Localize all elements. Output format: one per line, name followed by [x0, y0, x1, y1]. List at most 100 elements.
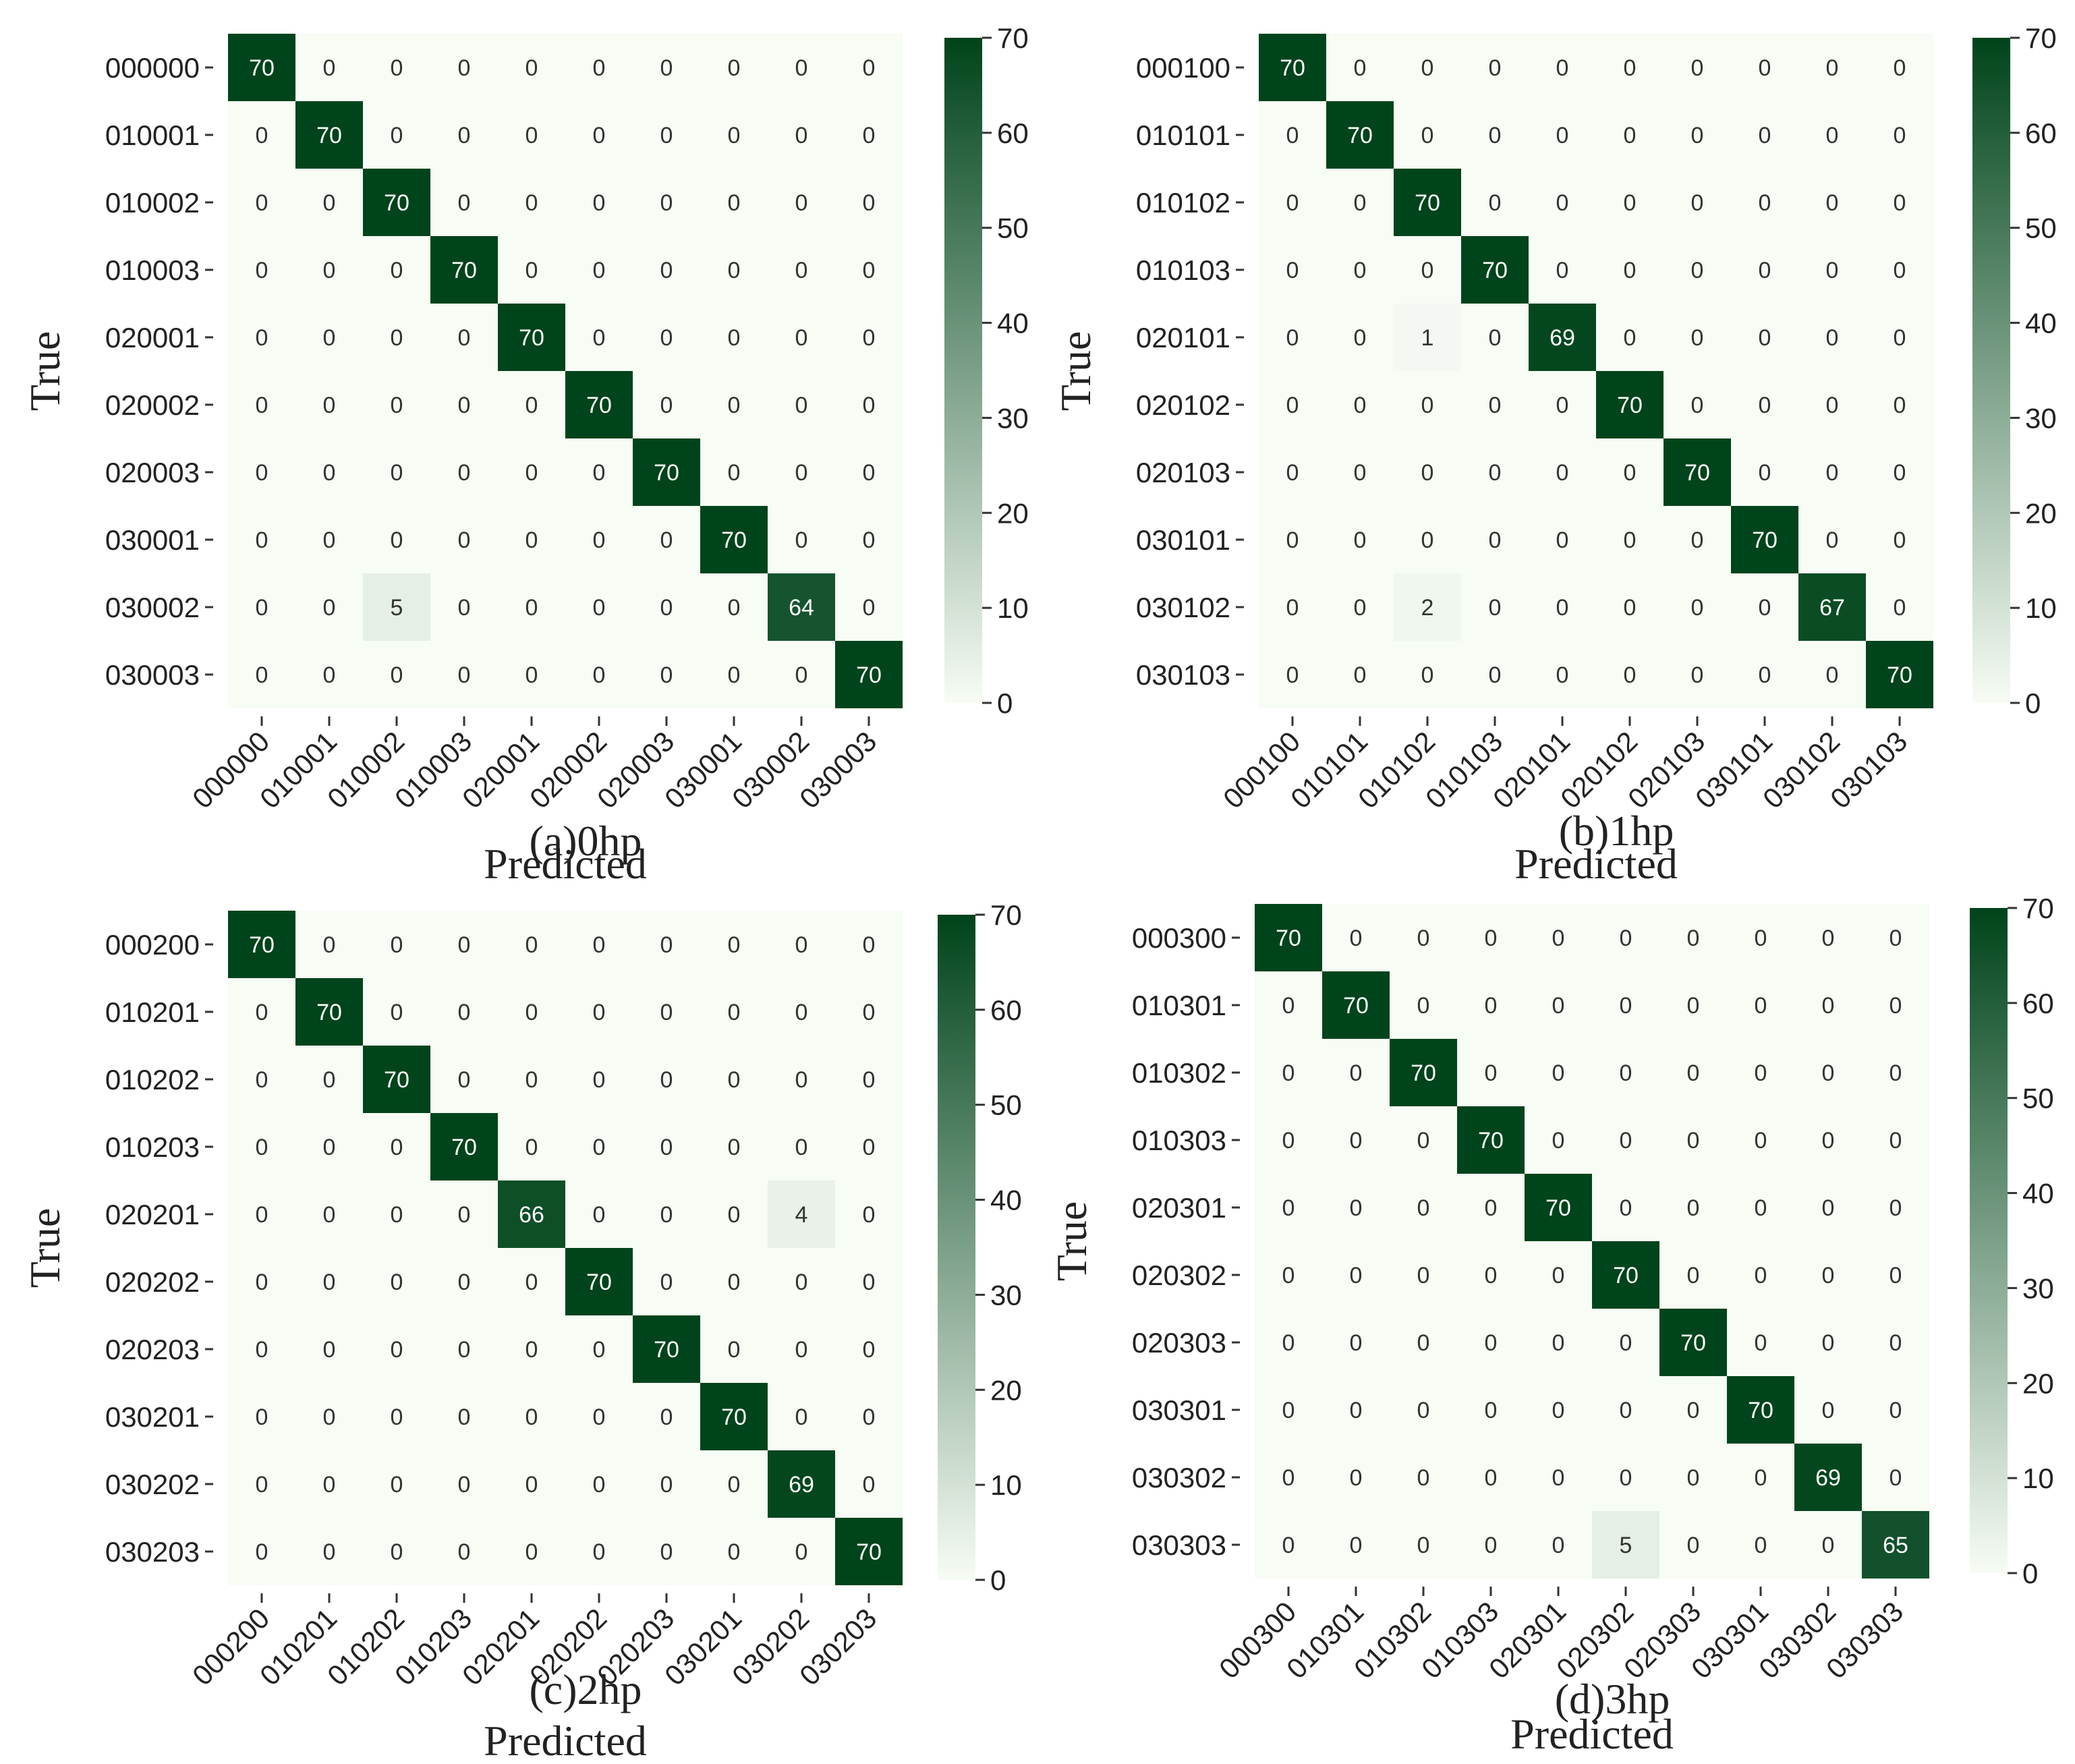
cell-value-label: 0	[1421, 662, 1434, 688]
cell-value-label: 0	[256, 528, 268, 553]
heatmap-cell	[1457, 1376, 1525, 1444]
heatmap-cell	[1664, 506, 1731, 573]
colorbar-tick-label: 50	[997, 212, 1029, 244]
y-tick-label: 000100	[1136, 52, 1230, 84]
heatmap-cell	[1596, 371, 1664, 438]
heatmap-cell	[1659, 1106, 1727, 1174]
y-tick-label: 020201	[105, 1199, 200, 1230]
colorbar-tick-label: 0	[997, 687, 1013, 719]
heatmap-cell	[1794, 1039, 1862, 1106]
heatmap-cell	[835, 438, 903, 506]
cell-value-label: 0	[1759, 123, 1771, 148]
heatmap-cell	[1259, 236, 1326, 304]
cell-value-label: 0	[1350, 1330, 1363, 1356]
heatmap-cell	[295, 304, 363, 371]
heatmap-cell	[700, 1248, 768, 1315]
cell-value-label: 0	[1894, 595, 1906, 621]
heatmap-cell	[295, 506, 363, 573]
cell-value-label: 0	[1489, 595, 1502, 621]
heatmap-cell	[1798, 304, 1866, 371]
cell-value-label: 0	[1755, 993, 1767, 1019]
heatmap-cell	[1322, 1106, 1390, 1174]
cell-value-label: 0	[1822, 993, 1835, 1019]
cell-value-label: 0	[391, 528, 403, 553]
heatmap-cell	[1457, 1511, 1525, 1578]
cell-value-label: 0	[1624, 55, 1637, 81]
heatmap-cell	[565, 1248, 633, 1315]
cell-value-label: 0	[323, 595, 336, 621]
heatmap-cell	[1592, 904, 1659, 971]
heatmap-cell	[565, 304, 633, 371]
heatmap-cell	[1326, 304, 1394, 371]
cell-value-label: 0	[1691, 190, 1704, 216]
cell-value-label: 0	[1350, 1465, 1363, 1491]
y-tick-label: 020002	[105, 389, 200, 421]
heatmap-cell	[1794, 1376, 1862, 1444]
cell-value-label: 0	[795, 393, 808, 418]
cell-value-label: 0	[728, 258, 741, 283]
cell-value-label: 0	[1421, 460, 1434, 486]
heatmap-cell	[768, 304, 835, 371]
cell-value-label: 0	[1485, 1060, 1498, 1086]
heatmap-cell	[1731, 371, 1798, 438]
heatmap-cell	[363, 1180, 430, 1248]
heatmap-cell	[228, 911, 295, 978]
colorbar	[1970, 908, 2008, 1573]
heatmap-cell	[768, 978, 835, 1046]
heatmap-cell	[1727, 1106, 1794, 1174]
cell-value-label: 0	[1624, 528, 1637, 553]
heatmap-cell	[1596, 506, 1664, 573]
heatmap-cell	[1731, 169, 1798, 236]
heatmap-cell	[430, 169, 498, 236]
heatmap-cell	[228, 438, 295, 506]
cell-value-label: 0	[1485, 1330, 1498, 1356]
cell-value-label: 0	[391, 1000, 403, 1025]
cell-value-label: 0	[1552, 1263, 1565, 1288]
y-tick-label: 010301	[1132, 990, 1226, 1021]
heatmap-cell	[1322, 1039, 1390, 1106]
heatmap-cell	[498, 506, 565, 573]
cell-value-label: 0	[391, 393, 403, 418]
cell-value-label: 0	[1620, 1128, 1632, 1154]
cell-value-label: 0	[1755, 1465, 1767, 1491]
cell-value-label: 0	[1282, 1060, 1295, 1086]
y-tick-label: 030303	[1132, 1529, 1226, 1561]
heatmap-cell	[835, 1180, 903, 1248]
cell-value-label: 70	[654, 1337, 679, 1363]
cell-value-label: 0	[728, 190, 741, 216]
heatmap-cell	[768, 101, 835, 169]
cell-value-label: 0	[1556, 258, 1569, 283]
colorbar-tick-label: 20	[997, 497, 1029, 529]
y-tick-label: 030101	[1136, 524, 1230, 556]
cell-value-label: 0	[660, 123, 673, 148]
heatmap-cell	[1461, 506, 1529, 573]
cell-value-label: 0	[1687, 1263, 1700, 1288]
cell-value-label: 0	[525, 393, 538, 418]
heatmap-cell	[700, 438, 768, 506]
cell-value-label: 0	[1417, 1465, 1430, 1491]
colorbar-tick-label: 10	[2022, 1462, 2054, 1494]
cell-value-label: 0	[1489, 123, 1502, 148]
cell-value-label: 0	[525, 190, 538, 216]
heatmap-cell	[835, 1383, 903, 1450]
cell-value-label: 0	[1485, 1195, 1498, 1221]
cell-value-label: 0	[1687, 993, 1700, 1019]
heatmap-cell	[1659, 904, 1727, 971]
cell-value-label: 0	[1826, 55, 1839, 81]
colorbar-tick-label: 60	[990, 994, 1022, 1026]
heatmap-cell	[633, 169, 700, 236]
heatmap-cell	[700, 641, 768, 708]
cell-value-label: 0	[256, 1135, 268, 1160]
heatmap-cell	[1461, 438, 1529, 506]
heatmap-cell	[835, 1315, 903, 1383]
heatmap-cell	[1525, 971, 1592, 1039]
cell-value-label: 0	[1489, 460, 1502, 486]
heatmap-cell	[295, 1248, 363, 1315]
heatmap-cell	[768, 1450, 835, 1518]
heatmap-cell	[1798, 641, 1866, 708]
heatmap-cell	[768, 1046, 835, 1113]
heatmap-cell	[768, 641, 835, 708]
heatmap-cell	[633, 1248, 700, 1315]
heatmap-cell	[1529, 438, 1596, 506]
